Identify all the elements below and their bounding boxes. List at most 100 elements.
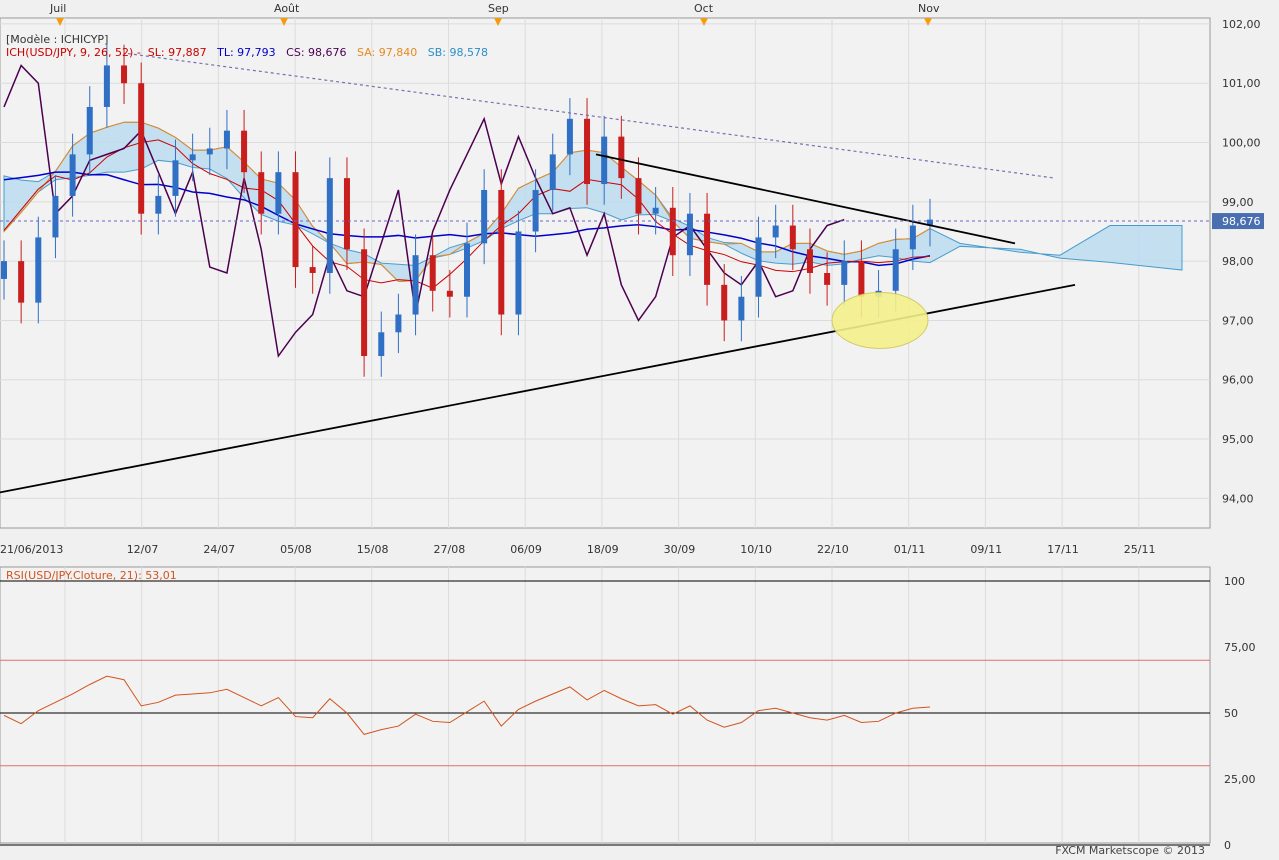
y-tick-label: 102,00 [1222,18,1261,31]
highlight-ellipse [831,291,929,349]
candle-body [806,249,813,273]
candle-body [378,332,385,357]
candle-body [429,255,436,291]
candle-body [686,213,693,256]
current-price-tag [1212,213,1264,230]
candle-body [86,106,93,155]
month-marker-label: Juil [49,2,66,15]
x-tick-label: 30/09 [664,543,696,556]
legend-sa: SA: 97,840 [357,46,418,59]
y-tick-label: 99,00 [1222,196,1254,209]
candle-body [343,178,350,250]
rsi-y-tick-label: 50 [1224,707,1238,720]
month-marker-label: Oct [694,2,714,15]
candle-body [189,154,196,161]
x-tick-label: 15/08 [357,543,389,556]
candle-body [618,136,625,179]
candle-body [103,65,110,107]
month-marker-arrow [924,18,932,26]
month-marker-label: Sep [488,2,509,15]
rsi-panel [0,566,1211,844]
month-marker-label: Nov [918,2,940,15]
legend-cs: CS: 98,676 [286,46,347,59]
x-tick-label: 17/11 [1047,543,1079,556]
candle-body [892,249,899,291]
x-tick-label: 12/07 [127,543,159,556]
price-panel [0,17,1211,529]
legend-sb: SB: 98,578 [427,46,488,59]
candle-body [69,154,76,196]
candle-body [361,249,368,357]
x-tick-label: 09/11 [970,543,1002,556]
candle-body [481,189,488,244]
candle-body [532,189,539,232]
candle-body [326,178,333,273]
candle-body [738,296,745,321]
y-tick-label: 94,00 [1222,492,1254,505]
candle-body [669,207,676,256]
rsi-line [3,675,931,735]
month-marker-label: Août [274,2,300,15]
y-tick-label: 101,00 [1222,77,1261,90]
candle-body [927,219,933,226]
candle-body [138,83,145,214]
candle-body [584,118,591,185]
candle-body [1,261,7,279]
candle-body [206,148,213,155]
y-tick-label: 98,00 [1222,255,1254,268]
y-tick-label: 96,00 [1222,374,1254,387]
candle-body [464,243,470,297]
month-marker-arrow [280,18,288,26]
candle-body [566,118,573,155]
candle-body [121,65,128,84]
candle-body [223,130,230,149]
x-tick-label: 22/10 [817,543,849,556]
indicator-legend: ICH(USD/JPY, 9, 26, 52) - SL: 97,887 TL:… [6,46,488,59]
x-tick-label: 06/09 [510,543,542,556]
candle-body [52,195,59,238]
candle-body [549,154,556,190]
x-tick-label: 21/06/2013 [0,543,63,556]
legend-sl: SL: 97,887 [147,46,207,59]
candle-body [258,172,265,214]
x-tick-label: 05/08 [280,543,312,556]
candle-body [755,237,762,297]
candle-body [858,261,865,297]
y-tick-label: 100,00 [1222,137,1261,150]
candle-body [275,172,282,214]
month-marker-arrow [56,18,64,26]
month-marker-arrow [700,18,708,26]
x-tick-label: 24/07 [203,543,235,556]
rsi-y-tick-label: 0 [1224,839,1231,852]
x-tick-label: 18/09 [587,543,619,556]
y-tick-label: 95,00 [1222,433,1254,446]
candle-body [789,225,796,250]
candle-body [412,255,419,315]
rsi-y-tick-label: 100 [1224,575,1245,588]
candle-body [35,237,42,303]
candle-body [292,172,299,268]
candle-body [824,273,831,285]
candle-body [155,195,162,214]
x-tick-label: 25/11 [1124,543,1156,556]
candle-body [635,178,642,214]
candle-body [18,261,25,303]
y-tick-label: 97,00 [1222,314,1254,327]
month-marker-arrow [494,18,502,26]
candle-body [241,130,248,173]
candle-body [601,136,608,185]
x-tick-label: 27/08 [434,543,466,556]
indicator-prefix: ICH(USD/JPY, 9, 26, 52) - [6,46,141,59]
candle-body [515,231,522,315]
candle-body [841,261,848,285]
legend-tl: TL: 97,793 [217,46,276,59]
upper-solid-trendline [595,153,1016,245]
model-label: [Modèle : ICHICYP] [6,33,109,46]
footer-credit: FXCM Marketscope © 2013 [1055,844,1205,857]
candle-body [309,267,316,273]
candle-body [172,160,179,196]
candle-body [704,213,711,285]
candle-body [772,225,779,238]
